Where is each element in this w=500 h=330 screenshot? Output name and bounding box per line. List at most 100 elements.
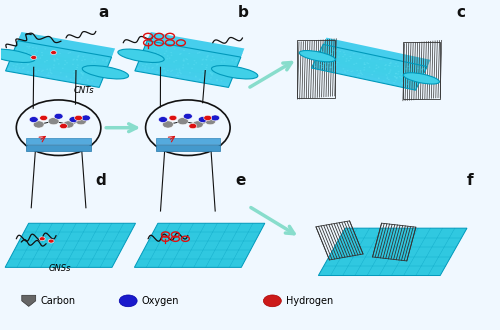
Circle shape [151, 68, 153, 69]
Circle shape [177, 75, 179, 76]
Circle shape [50, 73, 52, 74]
Circle shape [163, 68, 165, 69]
Circle shape [73, 59, 75, 60]
Circle shape [106, 59, 108, 61]
Circle shape [197, 52, 199, 54]
Circle shape [82, 68, 84, 70]
Circle shape [91, 61, 93, 63]
Circle shape [212, 73, 214, 74]
Circle shape [48, 72, 50, 74]
Circle shape [373, 71, 375, 72]
Circle shape [207, 55, 209, 56]
Circle shape [358, 75, 360, 76]
Circle shape [396, 78, 398, 79]
Text: e: e [235, 173, 246, 188]
Circle shape [66, 76, 68, 77]
Polygon shape [318, 48, 426, 77]
Circle shape [36, 50, 38, 52]
Circle shape [94, 61, 96, 63]
Circle shape [184, 113, 192, 119]
Circle shape [50, 53, 51, 55]
Circle shape [46, 69, 48, 70]
Circle shape [321, 56, 323, 57]
Circle shape [41, 52, 43, 53]
Circle shape [376, 68, 378, 69]
Circle shape [364, 64, 366, 65]
Circle shape [74, 115, 82, 120]
Circle shape [326, 66, 328, 68]
Circle shape [106, 61, 108, 62]
Circle shape [150, 63, 152, 64]
Polygon shape [323, 38, 430, 67]
Circle shape [18, 67, 20, 69]
Circle shape [41, 54, 43, 56]
Circle shape [63, 121, 74, 128]
Circle shape [342, 68, 344, 70]
Circle shape [70, 79, 71, 80]
Circle shape [410, 74, 412, 75]
Circle shape [335, 70, 337, 72]
Circle shape [397, 73, 399, 75]
Circle shape [144, 69, 146, 70]
Circle shape [80, 72, 82, 73]
Circle shape [193, 64, 195, 65]
Circle shape [30, 55, 36, 59]
Polygon shape [138, 53, 235, 79]
Circle shape [202, 59, 204, 60]
Circle shape [210, 74, 212, 75]
Circle shape [26, 64, 28, 66]
Circle shape [204, 115, 212, 120]
Circle shape [21, 53, 23, 54]
Circle shape [169, 115, 177, 120]
Circle shape [366, 62, 368, 64]
Circle shape [34, 68, 35, 69]
Circle shape [353, 64, 355, 65]
Circle shape [166, 55, 168, 57]
Bar [156, 145, 220, 150]
Circle shape [164, 72, 166, 74]
Circle shape [177, 72, 179, 74]
Circle shape [380, 58, 382, 60]
Circle shape [178, 70, 180, 72]
Circle shape [390, 62, 392, 64]
Circle shape [60, 72, 62, 74]
Circle shape [82, 68, 84, 69]
Circle shape [166, 58, 168, 59]
Circle shape [183, 60, 185, 62]
Circle shape [34, 53, 36, 54]
Circle shape [345, 60, 347, 62]
Polygon shape [11, 49, 108, 75]
Circle shape [336, 50, 338, 51]
Circle shape [82, 115, 90, 121]
Text: CNTs: CNTs [74, 86, 94, 95]
Circle shape [173, 61, 175, 62]
Circle shape [364, 64, 366, 65]
Circle shape [206, 56, 208, 58]
Circle shape [235, 61, 237, 62]
Circle shape [335, 64, 337, 65]
Text: Hydrogen: Hydrogen [286, 296, 333, 306]
Circle shape [393, 82, 395, 83]
Circle shape [24, 59, 26, 60]
Circle shape [154, 59, 156, 60]
Circle shape [198, 52, 200, 53]
Text: b: b [238, 5, 248, 20]
Circle shape [330, 53, 332, 54]
Circle shape [49, 68, 51, 70]
Circle shape [378, 77, 380, 79]
Circle shape [64, 64, 66, 65]
Circle shape [32, 47, 34, 48]
Circle shape [388, 65, 390, 66]
Circle shape [154, 50, 156, 52]
Circle shape [90, 67, 92, 69]
Circle shape [40, 57, 42, 59]
Circle shape [80, 77, 82, 79]
Circle shape [344, 70, 346, 72]
Circle shape [406, 83, 408, 85]
Circle shape [48, 75, 50, 76]
Polygon shape [12, 45, 110, 70]
Circle shape [336, 62, 338, 63]
Circle shape [74, 77, 76, 78]
Circle shape [398, 71, 400, 72]
Circle shape [359, 58, 361, 59]
